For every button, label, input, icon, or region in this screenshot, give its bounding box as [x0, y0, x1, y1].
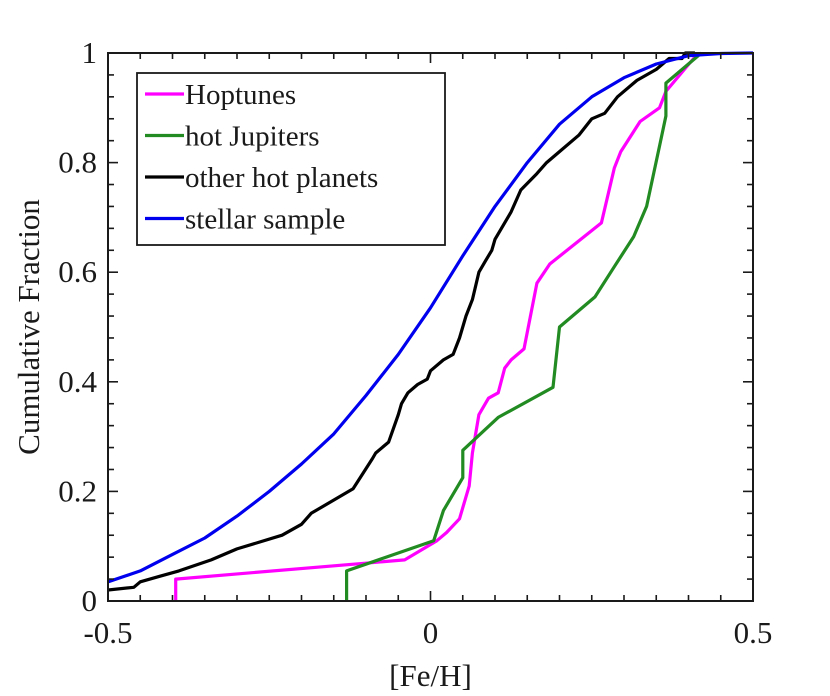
series-layer [108, 51, 753, 601]
series-line-hot-jupiters [345, 51, 703, 601]
legend-label: other hot planets [185, 162, 378, 194]
series-line-other-hot-planets [108, 51, 695, 592]
series-line-hoptunes [174, 51, 700, 601]
y-tick-label: 0 [82, 583, 98, 618]
y-tick-label: 0.4 [58, 364, 97, 399]
legend: Hoptunes hot Jupiters other hot planets ste… [136, 72, 446, 246]
x-tick-label: 0.5 [734, 615, 773, 650]
x-tick-label: -0.5 [83, 615, 132, 650]
y-tick-label: 0.6 [58, 254, 97, 289]
legend-label: stellar sample [185, 204, 345, 236]
legend-label: hot Jupiters [185, 121, 320, 153]
x-tick-label: 0 [423, 615, 439, 650]
legend-box [136, 72, 446, 246]
x-axis-title: [Fe/H] [389, 658, 472, 693]
ticks-layer [108, 53, 753, 601]
y-tick-label: 0.8 [58, 145, 97, 180]
y-tick-label: 1 [82, 35, 98, 70]
legend-label: Hoptunes [185, 79, 296, 111]
tick-labels: -0.5 0 0.500.20.40.60.81 [58, 35, 772, 650]
y-tick-label: 0.2 [58, 473, 97, 508]
series-line-stellar-sample [108, 51, 753, 584]
y-axis-title: Cumulative Fraction [11, 199, 46, 455]
